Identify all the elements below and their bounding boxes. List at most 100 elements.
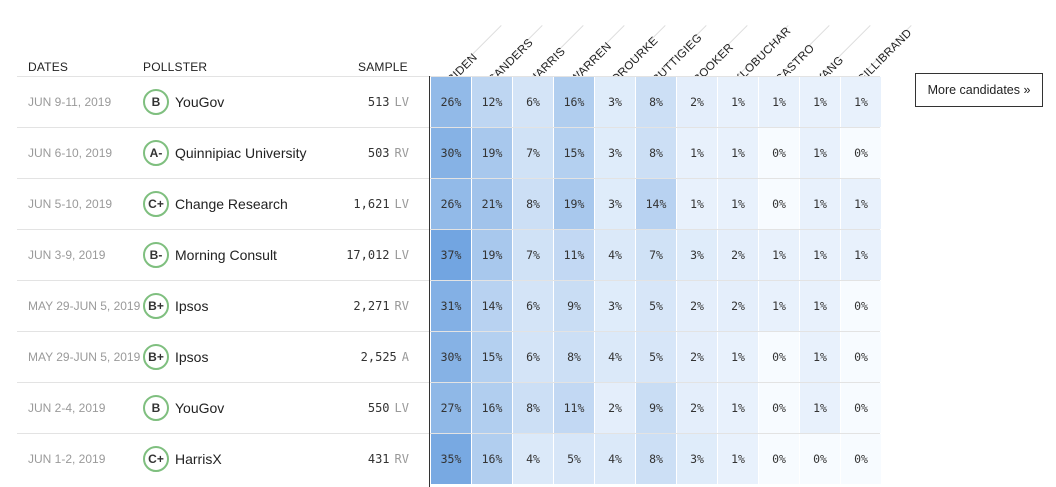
poll-value-castro: 1% bbox=[758, 281, 799, 331]
poll-value-harris: 8% bbox=[512, 179, 553, 229]
poll-value-sanders: 15% bbox=[471, 332, 512, 382]
table-row[interactable]: JUN 5-10, 2019 C+ Change Research 1,621 LV 26… bbox=[17, 178, 881, 229]
poll-value-warren: 11% bbox=[553, 383, 594, 433]
population-type: RV bbox=[394, 452, 409, 466]
poll-dates: MAY 29-JUN 5, 2019 bbox=[28, 299, 141, 313]
pollster-name[interactable]: Quinnipiac University bbox=[175, 145, 307, 161]
poll-value-warren: 9% bbox=[553, 281, 594, 331]
poll-value-orourke: 3% bbox=[594, 179, 635, 229]
biden-column-divider bbox=[429, 76, 430, 487]
sample-count: 513 bbox=[367, 95, 390, 109]
pollster-grade-badge: B+ bbox=[143, 344, 169, 370]
poll-value-klobuchar: 2% bbox=[717, 281, 758, 331]
candidate-header-klobuchar[interactable]: KLOBUCHAR bbox=[717, 0, 794, 86]
pollster-grade-badge: A- bbox=[143, 140, 169, 166]
candidate-header-buttigieg[interactable]: BUTTIGIEG bbox=[635, 0, 707, 86]
poll-value-sanders: 19% bbox=[471, 230, 512, 280]
poll-value-harris: 6% bbox=[512, 332, 553, 382]
poll-value-biden: 27% bbox=[430, 383, 471, 433]
poll-value-booker: 2% bbox=[676, 383, 717, 433]
poll-value-biden: 31% bbox=[430, 281, 471, 331]
sample-size: 550 LV bbox=[368, 401, 409, 415]
pollster-name[interactable]: Morning Consult bbox=[175, 247, 277, 263]
poll-value-sanders: 16% bbox=[471, 383, 512, 433]
poll-value-orourke: 3% bbox=[594, 128, 635, 178]
poll-value-yang: 0% bbox=[799, 434, 840, 484]
candidate-header-booker[interactable]: BOOKER bbox=[676, 0, 748, 86]
poll-value-orourke: 2% bbox=[594, 383, 635, 433]
poll-value-harris: 4% bbox=[512, 434, 553, 484]
pollster-name[interactable]: YouGov bbox=[175, 400, 225, 416]
poll-value-booker: 2% bbox=[676, 332, 717, 382]
pollster-name[interactable]: Ipsos bbox=[175, 349, 209, 365]
poll-value-booker: 3% bbox=[676, 230, 717, 280]
poll-value-biden: 26% bbox=[430, 179, 471, 229]
poll-value-orourke: 4% bbox=[594, 230, 635, 280]
poll-value-booker: 1% bbox=[676, 179, 717, 229]
pollster-name[interactable]: HarrisX bbox=[175, 451, 222, 467]
poll-value-klobuchar: 1% bbox=[717, 179, 758, 229]
sample-count: 2,525 bbox=[360, 350, 397, 364]
population-type: LV bbox=[394, 95, 409, 109]
population-type: A bbox=[401, 350, 409, 364]
table-row[interactable]: JUN 3-9, 2019 B- Morning Consult 17,012 LV 37… bbox=[17, 229, 881, 280]
more-candidates-button[interactable]: More candidates » bbox=[915, 73, 1043, 107]
header-pollster[interactable]: POLLSTER bbox=[143, 60, 208, 74]
table-row[interactable]: JUN 1-2, 2019 C+ HarrisX 431 RV 35% 16% 4% 5% 4% 8… bbox=[17, 433, 881, 484]
sample-size: 503 RV bbox=[368, 146, 409, 160]
poll-value-harris: 7% bbox=[512, 230, 553, 280]
header-dates[interactable]: DATES bbox=[28, 60, 69, 74]
poll-value-buttigieg: 14% bbox=[635, 179, 676, 229]
sample-size: 17,012 LV bbox=[346, 248, 409, 262]
poll-value-buttigieg: 5% bbox=[635, 332, 676, 382]
poll-value-klobuchar: 2% bbox=[717, 230, 758, 280]
table-row[interactable]: JUN 2-4, 2019 B YouGov 550 LV 27% 16% 8% 11% 2% 9%… bbox=[17, 382, 881, 433]
poll-value-yang: 1% bbox=[799, 179, 840, 229]
poll-value-gillibrand: 0% bbox=[840, 128, 881, 178]
poll-dates: JUN 1-2, 2019 bbox=[28, 452, 106, 466]
table-row[interactable]: MAY 29-JUN 5, 2019 B+ Ipsos 2,525 A 30% 15% 6% 8… bbox=[17, 331, 881, 382]
poll-value-klobuchar: 1% bbox=[717, 383, 758, 433]
candidate-header-warren[interactable]: WARREN bbox=[553, 0, 625, 86]
table-row[interactable]: JUN 6-10, 2019 A- Quinnipiac University 503… bbox=[17, 127, 881, 178]
poll-value-castro: 0% bbox=[758, 332, 799, 382]
sample-size: 2,271 RV bbox=[353, 299, 409, 313]
candidate-header-biden[interactable]: BIDEN bbox=[430, 0, 502, 86]
table-row[interactable]: JUN 9-11, 2019 B YouGov 513 LV 26% 12% 6% 16% 3% 8… bbox=[17, 76, 881, 127]
poll-value-sanders: 19% bbox=[471, 128, 512, 178]
poll-value-buttigieg: 8% bbox=[635, 128, 676, 178]
poll-value-castro: 1% bbox=[758, 230, 799, 280]
pollster-name[interactable]: Change Research bbox=[175, 196, 288, 212]
pollster-grade-badge: B+ bbox=[143, 293, 169, 319]
sample-count: 1,621 bbox=[353, 197, 390, 211]
sample-count: 431 bbox=[367, 452, 390, 466]
poll-value-orourke: 3% bbox=[594, 77, 635, 127]
candidate-header-sanders[interactable]: SANDERS bbox=[471, 0, 543, 86]
poll-value-buttigieg: 7% bbox=[635, 230, 676, 280]
poll-value-warren: 15% bbox=[553, 128, 594, 178]
poll-value-harris: 6% bbox=[512, 281, 553, 331]
sample-count: 503 bbox=[367, 146, 390, 160]
population-type: RV bbox=[394, 146, 409, 160]
candidate-header-gillibrand[interactable]: GILLIBRAND bbox=[840, 0, 914, 86]
candidate-header-castro[interactable]: CASTRO bbox=[758, 0, 830, 86]
poll-value-klobuchar: 1% bbox=[717, 128, 758, 178]
poll-value-klobuchar: 1% bbox=[717, 332, 758, 382]
poll-value-warren: 16% bbox=[553, 77, 594, 127]
header-sample[interactable]: SAMPLE bbox=[358, 60, 408, 74]
sample-count: 2,271 bbox=[353, 299, 390, 313]
candidate-header-orourke[interactable]: OROURKE bbox=[594, 0, 666, 86]
candidate-header-yang[interactable]: YANG bbox=[799, 0, 871, 86]
pollster-grade-badge: B bbox=[143, 395, 169, 421]
poll-value-yang: 1% bbox=[799, 128, 840, 178]
poll-value-biden: 30% bbox=[430, 332, 471, 382]
pollster-name[interactable]: Ipsos bbox=[175, 298, 209, 314]
sample-count: 17,012 bbox=[346, 248, 390, 262]
poll-value-gillibrand: 0% bbox=[840, 281, 881, 331]
sample-size: 1,621 LV bbox=[353, 197, 409, 211]
pollster-name[interactable]: YouGov bbox=[175, 94, 225, 110]
poll-value-sanders: 16% bbox=[471, 434, 512, 484]
poll-value-orourke: 4% bbox=[594, 434, 635, 484]
table-row[interactable]: MAY 29-JUN 5, 2019 B+ Ipsos 2,271 RV 31% 14% 6%… bbox=[17, 280, 881, 331]
candidate-header-harris[interactable]: HARRIS bbox=[512, 0, 584, 86]
